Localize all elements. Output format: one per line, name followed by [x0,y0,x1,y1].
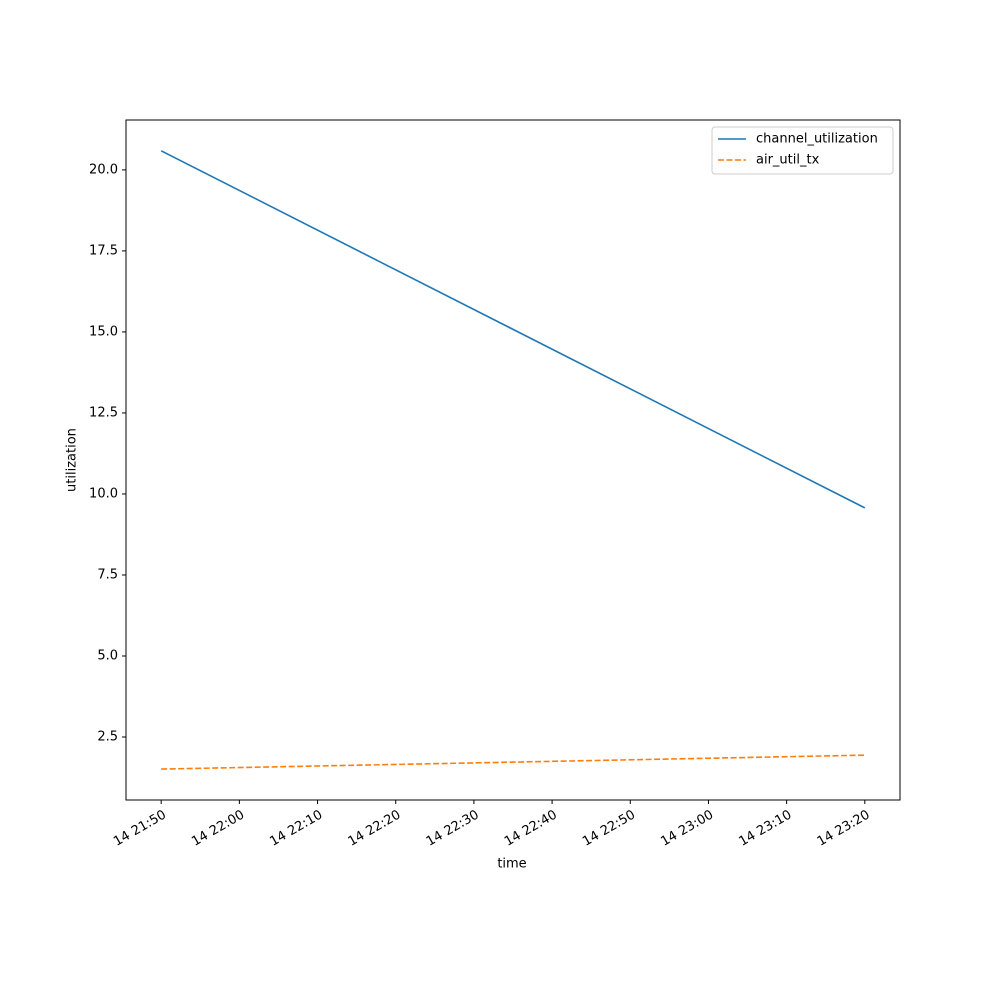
series-line [160,150,866,509]
x-tick-label: 14 23:10 [737,808,795,850]
x-axis-label: time [497,857,526,872]
x-tick-label: 14 22:20 [346,808,404,850]
legend-box [711,126,894,175]
legend-label: channel_utilization [756,132,878,147]
y-tick-label: 20.0 [89,162,118,177]
x-tick-label: 14 23:00 [658,808,716,850]
series-line [161,754,865,770]
x-tick-label: 14 22:50 [580,808,638,850]
y-axis-label: utilization [65,428,80,492]
y-tick-label: 17.5 [89,243,118,258]
y-tick-label: 12.5 [89,405,118,420]
y-tick-label: 10.0 [89,486,118,501]
y-tick-label: 7.5 [97,567,118,582]
y-tick-label: 15.0 [89,324,118,339]
plot-frame [125,119,901,801]
x-tick-label: 14 21:50 [111,808,169,850]
x-tick-label: 14 22:40 [502,808,560,850]
y-tick-label: 2.5 [97,730,118,745]
legend-label: air_util_tx [756,153,820,168]
x-tick-label: 14 22:00 [189,808,247,850]
x-tick-label: 14 22:30 [424,808,482,850]
x-tick-label: 14 22:10 [267,808,325,850]
x-tick-label: 14 23:20 [815,808,873,850]
y-tick-label: 5.0 [97,648,118,663]
